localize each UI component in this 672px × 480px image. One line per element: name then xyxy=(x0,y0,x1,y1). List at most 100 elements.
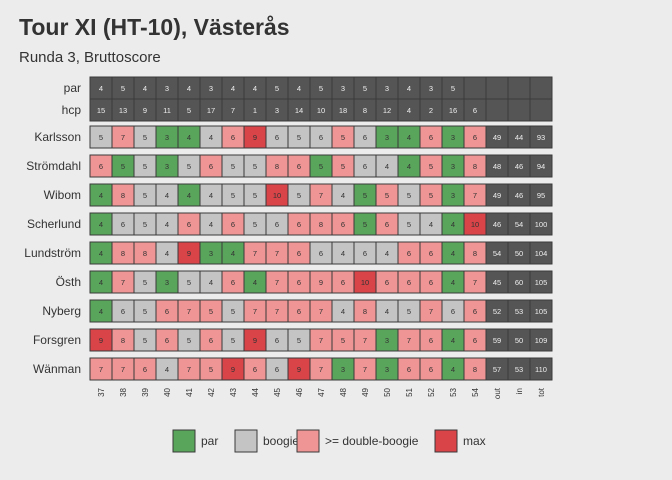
score-value: 6 xyxy=(473,307,477,316)
x-tick-label: 52 xyxy=(427,387,436,396)
score-value: 9 xyxy=(253,336,257,345)
info-cell-value: 4 xyxy=(297,84,301,93)
score-value: 5 xyxy=(429,162,433,171)
legend-swatch xyxy=(234,429,258,453)
score-value: 5 xyxy=(297,191,301,200)
total-value: 46 xyxy=(515,162,523,171)
score-value: 4 xyxy=(187,133,191,142)
score-value: 6 xyxy=(363,162,367,171)
total-value: 110 xyxy=(535,365,547,374)
score-value: 8 xyxy=(473,365,477,374)
score-value: 8 xyxy=(275,162,279,171)
score-value: 6 xyxy=(165,307,169,316)
legend-label: boogie xyxy=(263,434,299,448)
info-cell-value: 11 xyxy=(163,106,171,115)
score-value: 6 xyxy=(341,278,345,287)
score-value: 4 xyxy=(341,191,345,200)
score-value: 5 xyxy=(121,162,125,171)
score-value: 5 xyxy=(341,133,345,142)
score-value: 6 xyxy=(253,365,257,374)
score-value: 4 xyxy=(253,278,257,287)
score-value: 3 xyxy=(385,133,389,142)
score-value: 8 xyxy=(143,249,147,258)
info-cell xyxy=(485,76,509,100)
total-value: 54 xyxy=(493,249,501,258)
info-cell-value: 5 xyxy=(363,84,367,93)
score-value: 7 xyxy=(99,365,103,374)
score-value: 10 xyxy=(273,191,281,200)
player-name: Forsgren xyxy=(33,333,81,347)
score-value: 9 xyxy=(231,365,235,374)
total-cell xyxy=(529,125,553,149)
score-value: 5 xyxy=(231,162,235,171)
player-name: Nyberg xyxy=(42,304,81,318)
info-cell-value: 3 xyxy=(209,84,213,93)
score-value: 6 xyxy=(363,133,367,142)
info-cell xyxy=(485,98,509,122)
score-value: 4 xyxy=(165,220,169,229)
score-value: 6 xyxy=(297,307,301,316)
score-value: 3 xyxy=(165,133,169,142)
score-value: 6 xyxy=(275,220,279,229)
total-value: 48 xyxy=(493,162,501,171)
score-value: 4 xyxy=(407,133,411,142)
info-cell-value: 13 xyxy=(119,106,127,115)
score-value: 4 xyxy=(385,249,389,258)
info-cell xyxy=(529,98,553,122)
x-tick-label: 45 xyxy=(273,387,282,396)
chart-title: Tour XI (HT-10), Västerås xyxy=(19,14,290,40)
score-value: 6 xyxy=(121,307,125,316)
score-value: 3 xyxy=(451,191,455,200)
score-value: 9 xyxy=(297,365,301,374)
score-value: 3 xyxy=(341,365,345,374)
total-cell xyxy=(529,154,553,178)
score-value: 5 xyxy=(143,133,147,142)
info-cell-value: 4 xyxy=(253,84,257,93)
score-value: 6 xyxy=(297,162,301,171)
info-cell-value: 6 xyxy=(473,106,477,115)
score-value: 6 xyxy=(429,133,433,142)
total-value: 59 xyxy=(493,336,501,345)
x-tick-label: 47 xyxy=(317,387,326,396)
player-name: Karlsson xyxy=(34,130,81,144)
info-cell-value: 4 xyxy=(143,84,147,93)
score-value: 4 xyxy=(187,191,191,200)
score-value: 6 xyxy=(429,365,433,374)
score-value: 7 xyxy=(187,365,191,374)
score-value: 6 xyxy=(231,278,235,287)
score-value: 5 xyxy=(187,278,191,287)
chart-subtitle: Runda 3, Bruttoscore xyxy=(19,49,161,66)
total-value: 57 xyxy=(493,365,501,374)
score-value: 6 xyxy=(275,336,279,345)
info-cell-value: 5 xyxy=(121,84,125,93)
score-value: 8 xyxy=(121,191,125,200)
score-value: 4 xyxy=(385,307,389,316)
total-cell xyxy=(529,299,553,323)
score-value: 3 xyxy=(165,162,169,171)
score-value: 6 xyxy=(297,220,301,229)
info-cell xyxy=(507,98,531,122)
info-cell xyxy=(529,76,553,100)
score-value: 4 xyxy=(99,191,103,200)
score-value: 7 xyxy=(407,336,411,345)
score-value: 4 xyxy=(99,307,103,316)
info-cell-value: 5 xyxy=(319,84,323,93)
info-cell-value: 10 xyxy=(317,106,325,115)
score-value: 5 xyxy=(143,307,147,316)
score-value: 6 xyxy=(99,162,103,171)
score-value: 9 xyxy=(99,336,103,345)
score-value: 3 xyxy=(165,278,169,287)
score-value: 10 xyxy=(361,278,369,287)
x-tick-label: out xyxy=(493,387,502,399)
score-value: 3 xyxy=(385,365,389,374)
legend-label: max xyxy=(463,434,486,448)
info-cell-value: 3 xyxy=(341,84,345,93)
score-value: 6 xyxy=(385,220,389,229)
score-value: 5 xyxy=(407,220,411,229)
score-value: 6 xyxy=(385,278,389,287)
total-value: 46 xyxy=(493,220,501,229)
total-value: 54 xyxy=(515,220,523,229)
score-value: 4 xyxy=(341,307,345,316)
score-value: 6 xyxy=(407,249,411,258)
score-value: 5 xyxy=(385,191,389,200)
